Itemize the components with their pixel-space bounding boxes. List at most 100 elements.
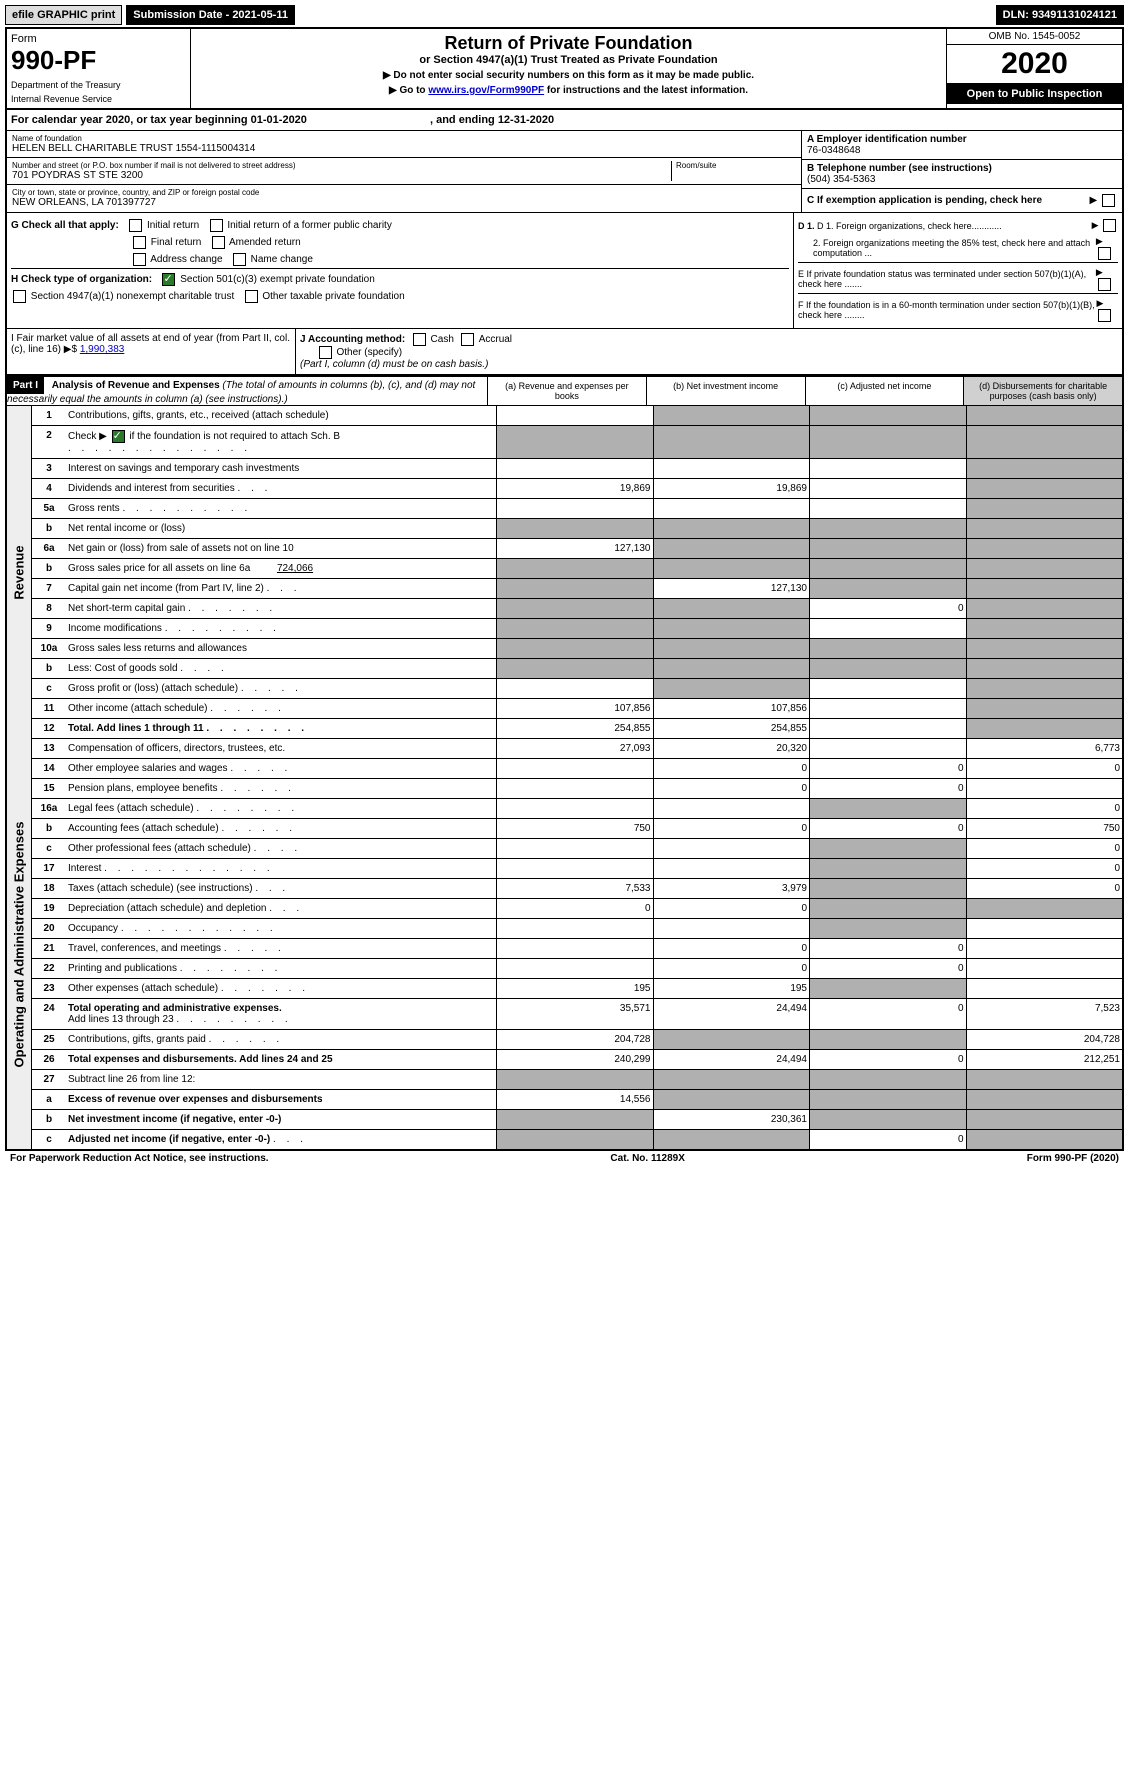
h-label: H Check type of organization: [11,274,152,285]
foundation-name-cell: Name of foundation HELEN BELL CHARITABLE… [7,131,801,158]
d1-checkbox[interactable] [1103,219,1116,232]
revenue-rows: 1Contributions, gifts, grants, etc., rec… [31,406,1122,739]
name-label: Name of foundation [12,134,796,143]
form-number: 990-PF [11,45,186,76]
d2-checkbox[interactable] [1098,247,1111,260]
expenses-rows: 13Compensation of officers, directors, t… [31,739,1122,1149]
ein-value: 76-0348648 [807,145,1117,156]
schb-checkbox[interactable] [112,430,125,443]
l25-a: 204,728 [496,1030,653,1049]
line-21: Travel, conferences, and meetings . . . … [66,939,496,958]
accrual-checkbox[interactable] [461,333,474,346]
line-10b: Less: Cost of goods sold . . . . [66,659,496,678]
dept-treasury: Department of the Treasury [11,80,186,90]
amended-checkbox[interactable] [212,236,225,249]
e-checkbox[interactable] [1098,278,1111,291]
calendar-year-row: For calendar year 2020, or tax year begi… [7,110,1122,131]
l13-d: 6,773 [966,739,1123,758]
l4-a: 19,869 [496,479,653,498]
city-value: NEW ORLEANS, LA 701397727 [12,197,796,208]
l27c-text: Adjusted net income (if negative, enter … [68,1134,270,1145]
l15-b: 0 [653,779,810,798]
efile-box[interactable]: efile GRAPHIC print [5,5,122,25]
l25-d: 204,728 [966,1030,1123,1049]
d1-row: D 1. D 1. Foreign organizations, check h… [798,217,1118,234]
other-tax-checkbox[interactable] [245,290,258,303]
line-19: Depreciation (attach schedule) and deple… [66,899,496,918]
l27a-a: 14,556 [496,1090,653,1109]
l24-d: 7,523 [966,999,1123,1029]
line-5a: Gross rents . . . . . . . . . . [66,499,496,518]
l10b-text: Less: Cost of goods sold [68,663,178,674]
l12-text: Total. Add lines 1 through 11 [68,723,204,734]
info-right: A Employer identification number 76-0348… [801,131,1122,212]
l9-text: Income modifications [68,623,162,634]
part1-title: Analysis of Revenue and Expenses [52,380,220,391]
line-6a: Net gain or (loss) from sale of assets n… [66,539,496,558]
d2-label: 2. Foreign organizations meeting the 85%… [798,238,1096,258]
info-grid: Name of foundation HELEN BELL CHARITABLE… [7,131,1122,213]
cash-checkbox[interactable] [413,333,426,346]
addr-change-checkbox[interactable] [133,253,146,266]
j-cell: J Accounting method: Cash Accrual Other … [295,329,624,374]
name-change-checkbox[interactable] [233,253,246,266]
expenses-text: Operating and Administrative Expenses [12,821,27,1067]
final-checkbox[interactable] [133,236,146,249]
l23-text: Other expenses (attach schedule) [68,983,218,994]
h-row2: Section 4947(a)(1) nonexempt charitable … [11,288,789,305]
4947-label: Section 4947(a)(1) nonexempt charitable … [31,291,234,302]
header-left: Form 990-PF Department of the Treasury I… [7,29,191,108]
l12-b: 254,855 [653,719,810,738]
info-left: Name of foundation HELEN BELL CHARITABLE… [7,131,801,212]
inst-suffix: for instructions and the latest informat… [544,85,748,96]
revenue-section: Revenue 1Contributions, gifts, grants, e… [7,406,1122,739]
irs-link[interactable]: www.irs.gov/Form990PF [428,85,544,96]
line-22: Printing and publications . . . . . . . … [66,959,496,978]
line-27b: Net investment income (if negative, ente… [66,1110,496,1129]
footer-center: Cat. No. 11289X [610,1153,684,1164]
l16b-b: 0 [653,819,810,838]
omb-number: OMB No. 1545-0052 [947,29,1122,45]
l22-text: Printing and publications [68,963,177,974]
open-public: Open to Public Inspection [947,84,1122,104]
street-address: 701 POYDRAS ST STE 3200 [12,170,671,181]
l16b-d: 750 [966,819,1123,838]
other-method-label: Other (specify) [336,347,402,358]
initial-former-checkbox[interactable] [210,219,223,232]
l11-a: 107,856 [496,699,653,718]
exempt-checkbox[interactable] [1102,194,1115,207]
f-checkbox[interactable] [1098,309,1111,322]
4947-checkbox[interactable] [13,290,26,303]
l7-text: Capital gain net income (from Part IV, l… [68,583,264,594]
l16b-c: 0 [809,819,966,838]
other-method-checkbox[interactable] [319,346,332,359]
501c3-checkbox[interactable] [162,273,175,286]
initial-checkbox[interactable] [129,219,142,232]
other-tax-label: Other taxable private foundation [262,291,404,302]
col-b-header: (b) Net investment income [646,377,805,405]
header-center: Return of Private Foundation or Section … [191,29,946,108]
l22-c: 0 [809,959,966,978]
top-bar: efile GRAPHIC print Submission Date - 20… [5,5,1124,25]
line-10a: Gross sales less returns and allowances [66,639,496,658]
l18-text: Taxes (attach schedule) (see instruction… [68,883,253,894]
l8-text: Net short-term capital gain [68,603,185,614]
i-label: I Fair market value of all assets at end… [11,333,290,355]
accrual-label: Accrual [479,334,512,345]
l6b-value: 724,066 [253,563,313,574]
l26-a: 240,299 [496,1050,653,1069]
l16b-text: Accounting fees (attach schedule) [68,823,219,834]
i-value[interactable]: 1,990,383 [80,344,125,355]
g-row2: Final return Amended return [11,234,789,251]
l11-b: 107,856 [653,699,810,718]
form-subtitle: or Section 4947(a)(1) Trust Treated as P… [195,54,942,66]
line-8: Net short-term capital gain . . . . . . … [66,599,496,618]
line-20: Occupancy . . . . . . . . . . . . [66,919,496,938]
line-23: Other expenses (attach schedule) . . . .… [66,979,496,998]
l2-suffix: if the foundation is not required to att… [129,431,340,442]
l21-c: 0 [809,939,966,958]
line-2: Check ▶ if the foundation is not require… [66,426,496,458]
l15-c: 0 [809,779,966,798]
l19-text: Depreciation (attach schedule) and deple… [68,903,266,914]
l24b-text: Add lines 13 through 23 [68,1014,174,1025]
